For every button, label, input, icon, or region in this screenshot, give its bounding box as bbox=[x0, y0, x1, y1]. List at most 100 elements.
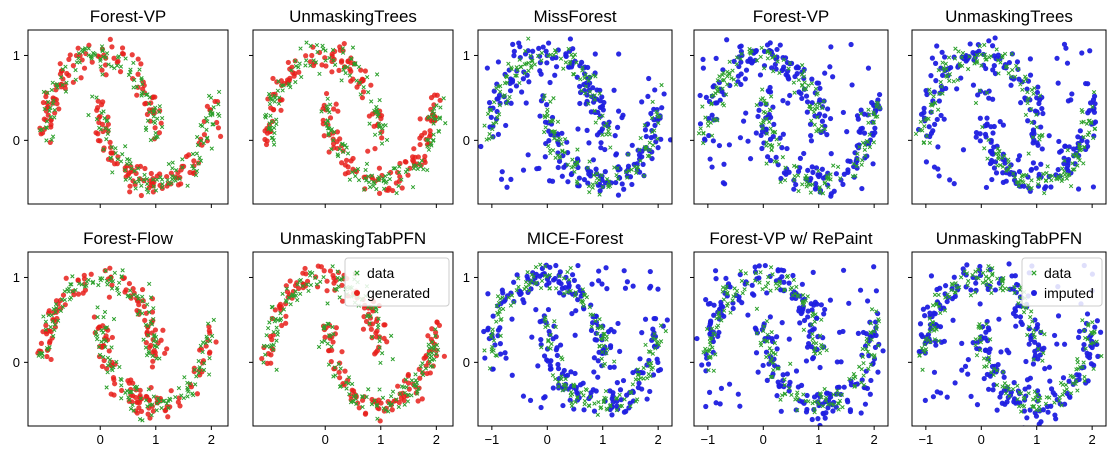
data-point bbox=[326, 302, 330, 306]
generated-point bbox=[149, 171, 154, 176]
imputed-point bbox=[1069, 91, 1074, 96]
generated-point bbox=[265, 361, 270, 366]
imputed-point bbox=[849, 82, 854, 87]
data-point bbox=[425, 168, 429, 172]
data-point bbox=[397, 405, 401, 409]
imputed-point bbox=[491, 314, 496, 319]
imputed-point bbox=[622, 268, 627, 273]
data-point bbox=[755, 307, 759, 311]
imputed-point bbox=[937, 286, 942, 291]
imputed-point bbox=[708, 156, 713, 161]
imputed-point bbox=[553, 334, 558, 339]
imputed-point bbox=[496, 59, 501, 64]
generated-point bbox=[259, 356, 264, 361]
generated-point bbox=[207, 328, 212, 333]
imputed-point bbox=[577, 84, 582, 89]
imputed-point bbox=[954, 86, 959, 91]
imputed-point bbox=[768, 158, 773, 163]
data-point bbox=[275, 339, 279, 343]
imputed-point bbox=[1002, 375, 1007, 380]
generated-point bbox=[127, 184, 132, 189]
data-point bbox=[410, 379, 414, 383]
data-point bbox=[605, 133, 609, 137]
imputed-point bbox=[999, 391, 1004, 396]
imputed-point bbox=[759, 146, 764, 151]
data-point bbox=[1050, 178, 1054, 182]
imputed-point bbox=[829, 151, 834, 156]
data-point bbox=[381, 396, 385, 400]
imputed-point bbox=[698, 121, 703, 126]
data-point bbox=[145, 182, 149, 186]
imputed-point bbox=[526, 79, 531, 84]
data-point bbox=[546, 108, 550, 112]
data-point bbox=[427, 148, 431, 152]
data-point bbox=[350, 382, 354, 386]
imputed-point bbox=[828, 116, 833, 121]
data-point bbox=[931, 304, 935, 308]
imputed-point bbox=[801, 151, 806, 156]
generated-point bbox=[66, 57, 71, 62]
data-point bbox=[659, 340, 663, 344]
imputed-point bbox=[1040, 146, 1045, 151]
data-point bbox=[933, 293, 937, 297]
generated-point bbox=[216, 125, 221, 130]
imputed-point bbox=[965, 372, 970, 377]
imputed-point bbox=[974, 130, 979, 135]
generated-point bbox=[178, 181, 183, 186]
imputed-point bbox=[547, 178, 552, 183]
imputed-point bbox=[655, 145, 660, 150]
data-point bbox=[767, 120, 771, 124]
imputed-point bbox=[482, 355, 487, 360]
data-point bbox=[124, 57, 128, 61]
imputed-point bbox=[1092, 325, 1097, 330]
data-point bbox=[645, 376, 649, 380]
imputed-point bbox=[1056, 167, 1061, 172]
imputed-point bbox=[779, 274, 784, 279]
data-point bbox=[803, 81, 807, 85]
imputed-point bbox=[718, 98, 723, 103]
imputed-point bbox=[805, 110, 810, 115]
generated-point bbox=[89, 272, 94, 277]
generated-point bbox=[118, 69, 123, 74]
generated-point bbox=[324, 288, 329, 293]
imputed-point bbox=[575, 126, 580, 131]
imputed-point bbox=[756, 275, 761, 280]
data-point bbox=[788, 362, 792, 366]
data-point bbox=[181, 157, 185, 161]
data-point bbox=[51, 135, 55, 139]
data-point bbox=[322, 275, 326, 279]
imputed-point bbox=[952, 275, 957, 280]
imputed-point bbox=[806, 334, 811, 339]
data-point bbox=[138, 68, 142, 72]
generated-point bbox=[354, 85, 359, 90]
imputed-point bbox=[808, 133, 813, 138]
data-point bbox=[1016, 384, 1020, 388]
imputed-point bbox=[990, 43, 995, 48]
imputed-point bbox=[659, 105, 664, 110]
imputed-point bbox=[655, 287, 660, 292]
data-point bbox=[1065, 177, 1069, 181]
data-point bbox=[376, 417, 380, 421]
data-point bbox=[634, 378, 638, 382]
imputed-point bbox=[932, 164, 937, 169]
imputed-point bbox=[520, 297, 525, 302]
imputed-point bbox=[1083, 81, 1088, 86]
scatter-panel-imputation-1-2: UnmaskingTabPFN−1 0 1 2dataimputed bbox=[908, 229, 1106, 447]
data-point bbox=[106, 283, 110, 287]
imputed-point bbox=[548, 367, 553, 372]
data-point bbox=[365, 162, 369, 166]
x-tick-label: 1 bbox=[377, 432, 384, 447]
data-point bbox=[351, 46, 355, 50]
imputed-point bbox=[744, 68, 749, 73]
imputed-point bbox=[615, 380, 620, 385]
data-point bbox=[609, 146, 613, 150]
imputed-point bbox=[710, 113, 715, 118]
y-tick-label: 1 bbox=[463, 270, 470, 285]
data-point bbox=[995, 277, 999, 281]
data-point bbox=[439, 106, 443, 110]
imputed-point bbox=[545, 359, 550, 364]
imputed-point bbox=[835, 359, 840, 364]
data-point bbox=[553, 377, 557, 381]
imputed-point bbox=[478, 144, 483, 149]
